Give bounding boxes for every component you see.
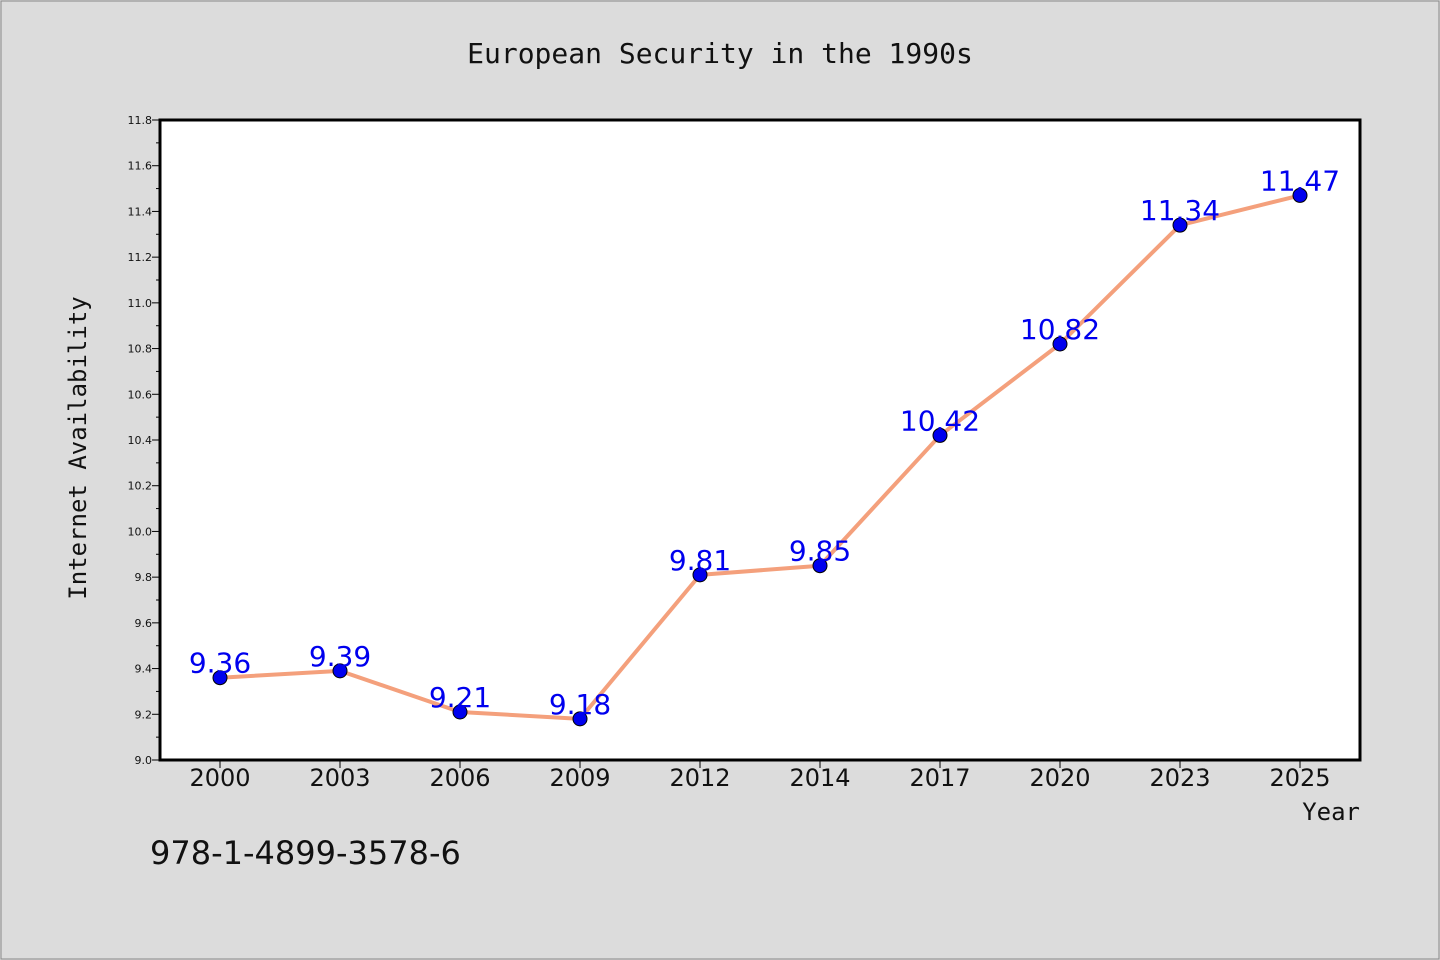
data-point [452,704,468,720]
y-axis: 9.0 9.2 9.4 9.6 9.8 10.0 10.2 10.4 10.6 10.8 11.0 1… [128,114,160,767]
y-tick-label: 10.2 [128,480,153,493]
chart-title: European Security in the 1990s [467,37,973,70]
y-tick-label: 9.4 [135,663,153,676]
series-path [219,193,1301,721]
y-tick-label: 11.4 [128,205,153,218]
data-label: 9.81 [669,544,731,577]
x-tick-label: 2009 [549,764,610,792]
x-tick-label: 2000 [189,764,250,792]
plot-area [158,118,1362,762]
y-tick-label: 9.8 [135,571,153,584]
data-label: 9.18 [549,688,611,721]
y-axis-label: Internet Availability [64,296,92,599]
data-point [1292,187,1308,203]
data-point [1172,217,1188,233]
y-tick-label: 10.4 [128,434,153,447]
x-axis-label: Year [1302,798,1360,826]
y-tick-label: 11.8 [128,114,153,127]
y-tick-label: 11.0 [128,297,153,310]
data-label: 10.42 [900,404,980,437]
data-label: 11.34 [1140,194,1220,227]
x-axis: 2000 2003 2006 2009 2012 2014 2017 2020 2023 2025 [189,760,1331,792]
x-tick-label: 2020 [1029,764,1090,792]
data-label: 9.85 [789,535,851,568]
y-tick-label: 9.6 [135,617,153,630]
data-point [212,670,228,686]
x-tick-label: 2017 [909,764,970,792]
data-label: 11.47 [1260,164,1340,197]
data-label: 9.39 [309,640,371,673]
series-line: 9.36 9.39 9.21 9.18 9.81 9.85 10.42 10.82 11.34 1… [189,164,1340,727]
x-tick-label: 2006 [429,764,490,792]
x-tick-label: 2003 [309,764,370,792]
x-tick-label: 2012 [669,764,730,792]
data-point [692,567,708,583]
x-tick-label: 2025 [1269,764,1330,792]
y-tick-label: 10.0 [128,525,153,538]
data-point [572,711,588,727]
y-tick-label: 9.2 [135,708,153,721]
data-point [812,558,828,574]
y-tick-label: 10.6 [128,388,153,401]
x-tick-label: 2023 [1149,764,1210,792]
data-label: 9.36 [189,647,251,680]
data-point [932,427,948,443]
x-tick-label: 2014 [789,764,850,792]
y-tick-label: 11.6 [128,160,153,173]
data-label: 10.82 [1020,313,1100,346]
y-tick-label: 11.2 [128,251,153,264]
y-tick-label: 9.0 [135,754,153,767]
data-label: 9.21 [429,681,491,714]
data-point [332,663,348,679]
data-point [1052,336,1068,352]
y-tick-label: 10.8 [128,343,153,356]
isbn-annotation: 978-1-4899-3578-6 [150,834,461,872]
